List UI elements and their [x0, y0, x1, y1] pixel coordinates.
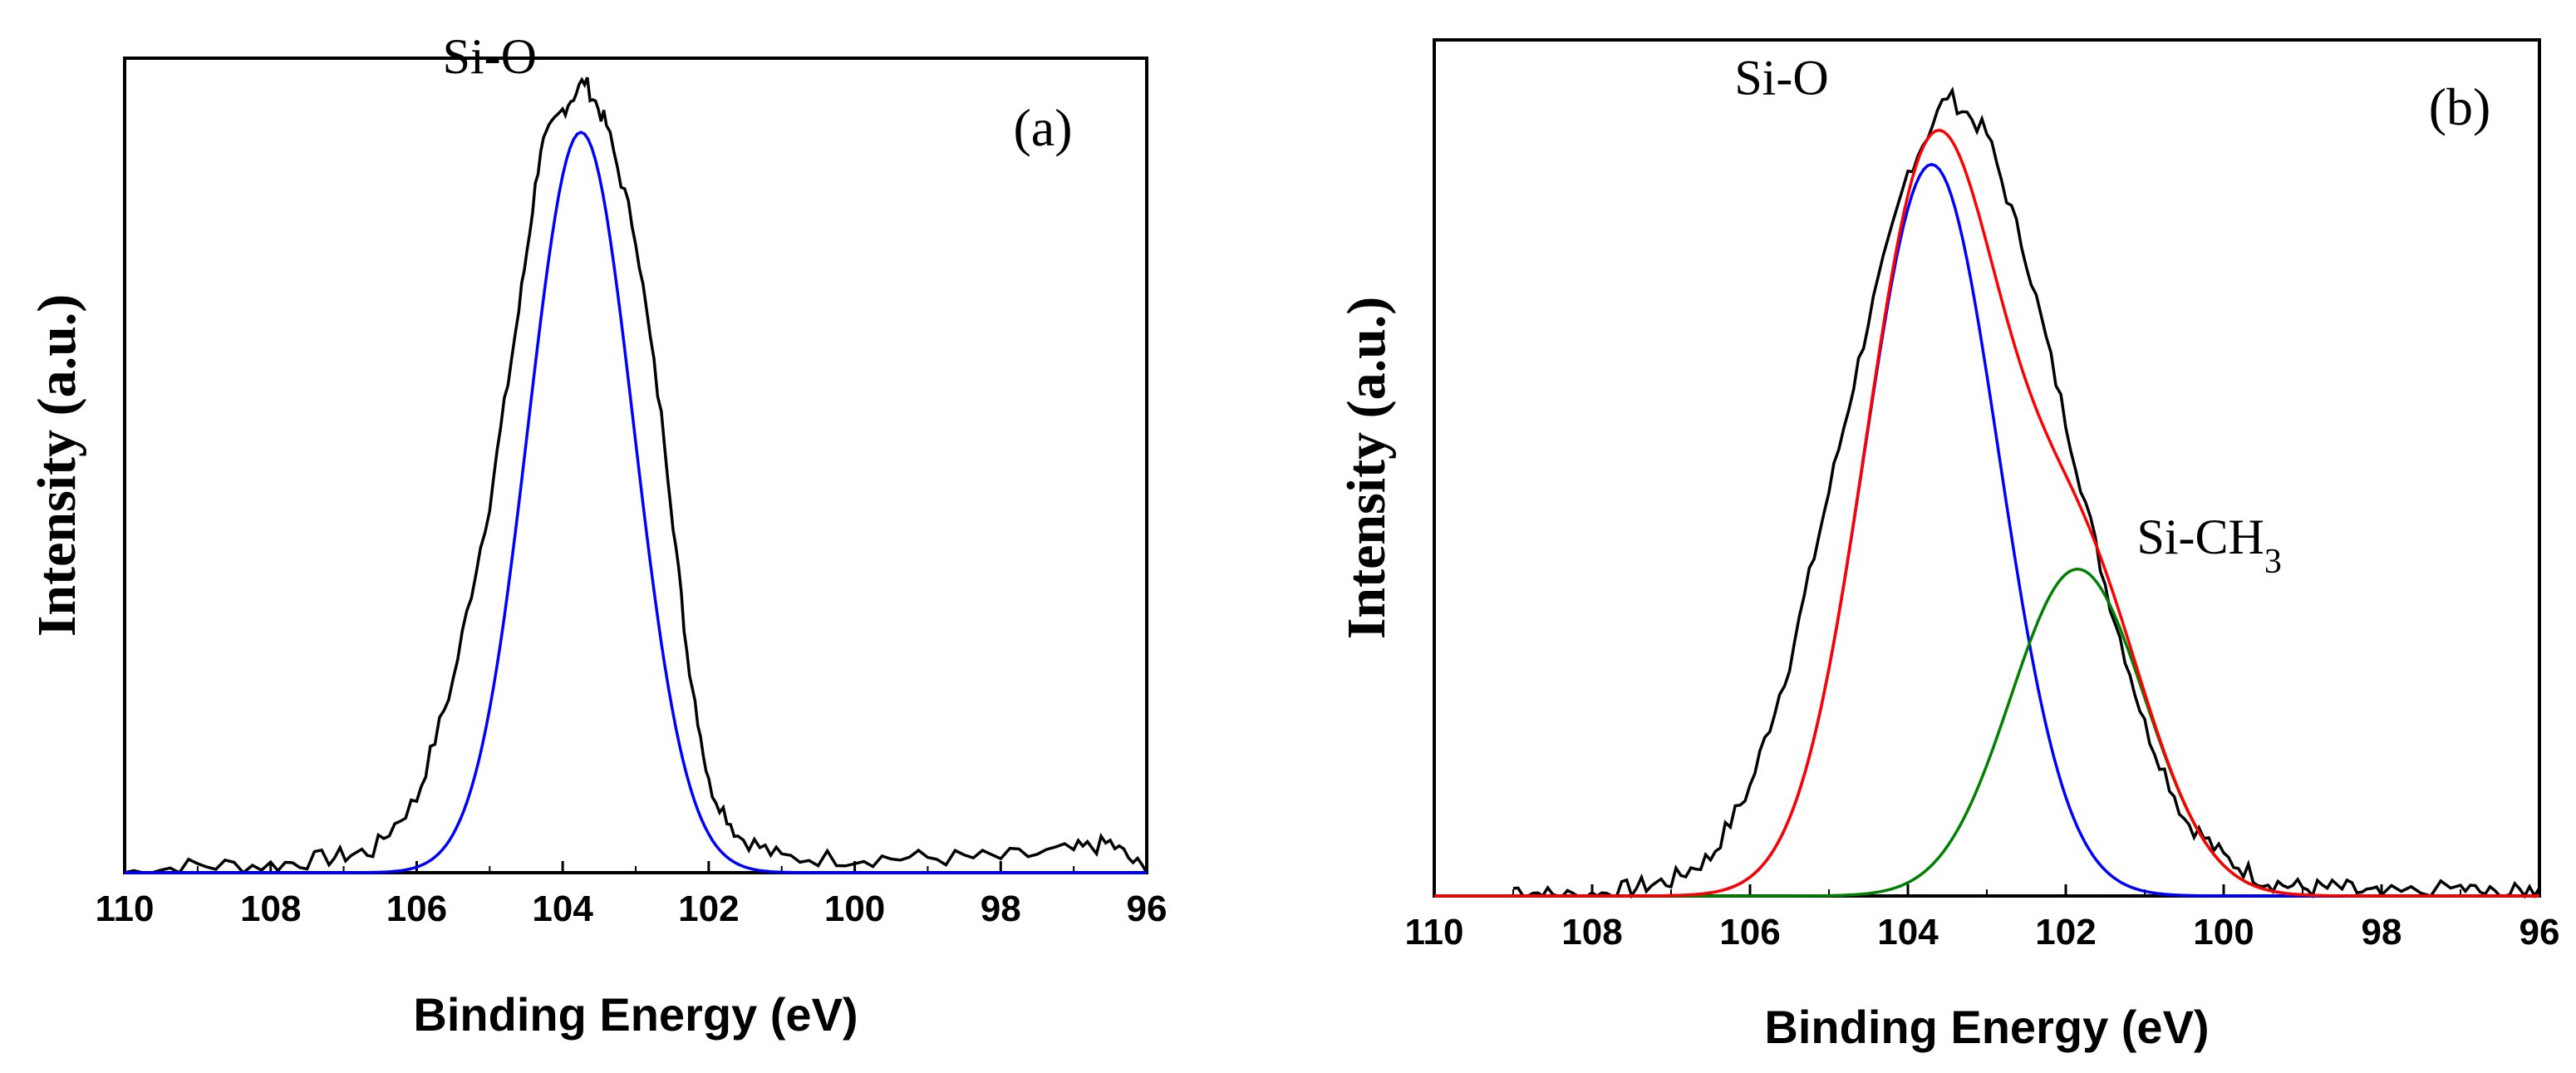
x-ticks-b: 110 108 106 104 102 100 98 96: [1405, 884, 2560, 952]
y-axis-label-a: Intensity (a.u.): [27, 294, 87, 637]
x-axis-label-a: Binding Energy (eV): [413, 988, 858, 1041]
x-tick-label: 98: [981, 888, 1021, 929]
x-tick-label: 96: [1127, 888, 1168, 929]
series-raw-line-b: [1512, 86, 2541, 899]
x-tick-label: 104: [532, 888, 593, 929]
panel-a: 110 108 106 104 102 100 98 96 Si-O (a) Binding …: [27, 29, 1167, 1041]
x-tick-label: 96: [2519, 912, 2560, 952]
series-raw-line-a: [124, 76, 1148, 875]
x-tick-label: 106: [386, 888, 447, 929]
plot-frame-a: [123, 57, 1148, 874]
x-ticks-a: 110 108 106 104 102 100 98 96: [96, 861, 1168, 929]
series-si-o-fit-line-b: [1434, 162, 2539, 898]
x-tick-label: 100: [824, 888, 885, 929]
annotation-si-o-b: Si-O: [1734, 51, 1828, 106]
x-tick-label: 98: [2362, 912, 2402, 952]
series-si-ch3-fit-line-b: [1434, 567, 2539, 898]
x-axis-label-b: Binding Energy (eV): [1764, 1001, 2209, 1053]
x-tick-label: 110: [1405, 912, 1464, 952]
x-tick-label: 108: [1561, 912, 1622, 952]
x-tick-label: 102: [2035, 912, 2096, 952]
x-tick-label: 100: [2193, 912, 2254, 952]
panel-b: 110 108 106 104 102 100 98 96 Si-O Si-CH3 (b) B…: [1336, 38, 2560, 1053]
y-axis-label-b: Intensity (a.u.): [1336, 297, 1397, 640]
x-tick-label: 106: [1719, 912, 1780, 952]
x-tick-label: 104: [1877, 912, 1939, 952]
series-envelope-line-b: [1434, 128, 2539, 898]
annotation-si-ch3-sub: 3: [2264, 543, 2282, 581]
annotation-si-o-a: Si-O: [443, 29, 537, 84]
x-tick-label: 108: [240, 888, 301, 929]
panel-label-a: (a): [1013, 98, 1072, 157]
annotation-si-ch3-main: Si-CH: [2137, 509, 2264, 564]
x-tick-label: 102: [678, 888, 739, 929]
annotation-si-ch3-b: Si-CH3: [2137, 509, 2282, 581]
x-tick-label: 110: [96, 888, 155, 929]
panel-label-b: (b): [2429, 77, 2491, 136]
series-fit-line-a: [125, 130, 1147, 874]
